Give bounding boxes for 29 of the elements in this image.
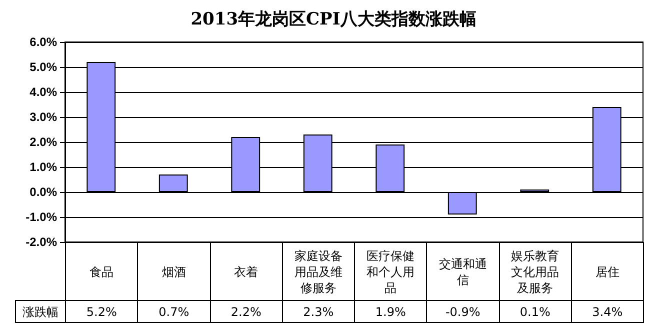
bar xyxy=(448,192,477,214)
x-tick-label: 烟酒 xyxy=(138,242,210,300)
chart-title: 2013年龙岗区CPI八大类指数涨跌幅 xyxy=(190,10,476,30)
y-tick-label: 2.0% xyxy=(30,135,58,149)
y-tick-label: -2.0% xyxy=(26,235,58,249)
data-label: 1.9% xyxy=(354,300,427,322)
y-tick-label: 6.0% xyxy=(30,35,58,49)
text: 涨跌幅 xyxy=(16,300,66,322)
data-label: 0.1% xyxy=(499,300,572,322)
y-tick-label: 5.0% xyxy=(30,60,58,74)
y-tick-label: -1.0% xyxy=(26,210,58,224)
y-tick-label: 4.0% xyxy=(30,85,58,99)
y-tick-label: 0.0% xyxy=(30,185,58,199)
bar xyxy=(158,174,188,192)
x-tick-label: 衣着 xyxy=(210,242,282,300)
x-tick-label: 食品 xyxy=(66,242,138,300)
data-label: 5.2% xyxy=(66,300,138,322)
x-tick-label: 家庭设备用品及维修服务 xyxy=(282,242,354,300)
x-tick-label: 交通和通信 xyxy=(426,242,499,300)
data-label: 3.4% xyxy=(571,300,644,322)
y-tick-label: 1.0% xyxy=(30,160,58,174)
x-tick-label: 医疗保健和个人用品 xyxy=(354,242,427,300)
data-label: 0.7% xyxy=(138,300,210,322)
data-label: 2.2% xyxy=(210,300,282,322)
data-label: 2.3% xyxy=(282,300,354,322)
data-label: -0.9% xyxy=(426,300,499,322)
y-tick-label: 3.0% xyxy=(30,110,58,124)
x-tick-label: 娱乐教育文化用品及服务 xyxy=(499,242,572,300)
x-tick-label: 居住 xyxy=(571,242,644,300)
